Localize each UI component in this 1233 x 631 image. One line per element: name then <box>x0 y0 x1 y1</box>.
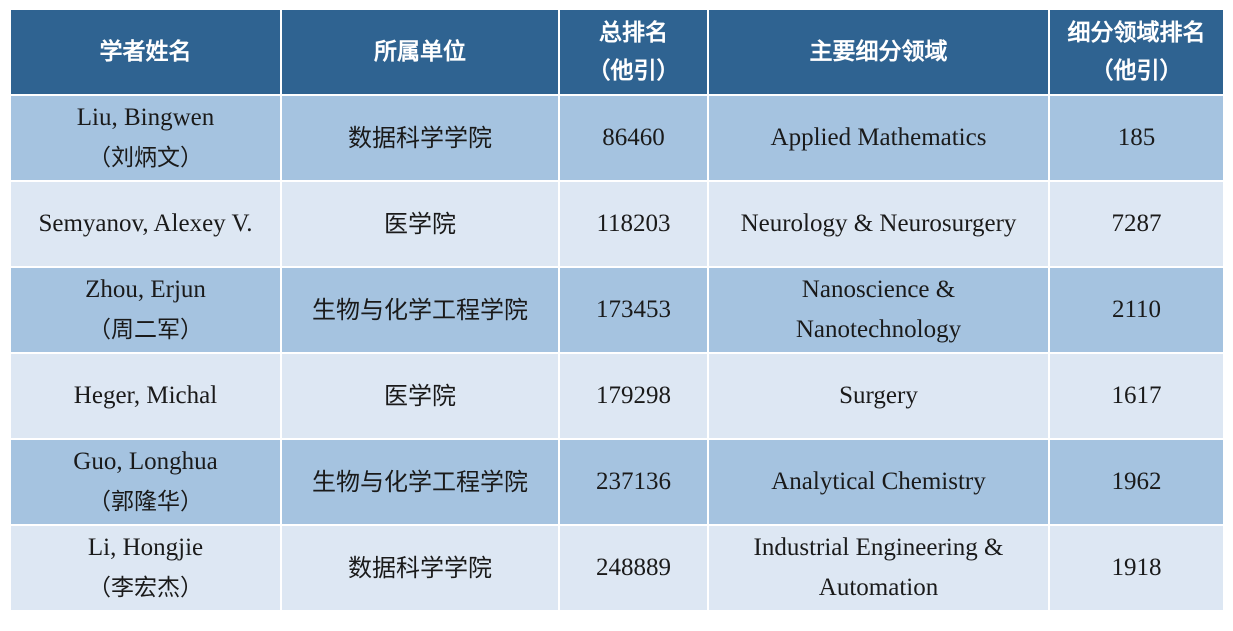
scholar-name-cn: （李宏杰） <box>88 575 203 601</box>
scholar-name: Liu, Bingwen <box>76 104 215 131</box>
scholar-name: Guo, Longhua <box>73 448 218 475</box>
affiliation-cell: 数据科学学院 <box>280 94 560 182</box>
header-affiliation: 所属单位 <box>280 8 560 96</box>
field-name: Analytical Chemistry <box>771 468 986 495</box>
scholar-name-cn: （郭隆华） <box>88 489 203 515</box>
field-cell: Neurology & Neurosurgery <box>707 180 1050 268</box>
affiliation-cell: 医学院 <box>280 180 560 268</box>
field-name: Industrial Engineering & <box>753 534 1004 561</box>
header-field: 主要细分领域 <box>707 8 1050 96</box>
field-cell: Industrial Engineering & Automation <box>707 524 1050 612</box>
field-rank-cell: 1617 <box>1048 352 1225 440</box>
header-scholar-name: 学者姓名 <box>9 8 282 96</box>
scholar-name: Semyanov, Alexey V. <box>38 210 253 237</box>
header-field-rank-line1: 细分领域排名 <box>1067 20 1206 46</box>
overall-rank-cell: 118203 <box>558 180 709 268</box>
field-cell: Surgery <box>707 352 1050 440</box>
field-rank-cell: 1962 <box>1048 438 1225 526</box>
field-rank-cell: 1918 <box>1048 524 1225 612</box>
field-cell: Nanoscience & Nanotechnology <box>707 266 1050 354</box>
field-rank-cell: 2110 <box>1048 266 1225 354</box>
scholar-name: Li, Hongjie <box>87 534 204 561</box>
field-name: Applied Mathematics <box>770 124 987 151</box>
table-row: Li, Hongjie （李宏杰） 数据科学学院 248889 Industria… <box>9 524 1225 612</box>
header-field-rank-line2: （他引） <box>1090 58 1183 84</box>
field-name-line2: Automation <box>818 574 939 601</box>
overall-rank-cell: 86460 <box>558 94 709 182</box>
scholar-name-cell: Liu, Bingwen （刘炳文） <box>9 94 282 182</box>
table-row: Liu, Bingwen （刘炳文） 数据科学学院 86460 Applied M… <box>9 94 1225 182</box>
table-row: Heger, Michal 医学院 179298 Surgery 1617 <box>9 352 1225 440</box>
scholar-name: Heger, Michal <box>73 382 218 409</box>
scholar-name-cn: （周二军） <box>88 317 203 343</box>
header-field-rank: 细分领域排名 （他引） <box>1048 8 1225 96</box>
header-overall-rank-line2: （他引） <box>587 58 680 84</box>
header-overall-rank: 总排名 （他引） <box>558 8 709 96</box>
field-cell: Analytical Chemistry <box>707 438 1050 526</box>
overall-rank-cell: 179298 <box>558 352 709 440</box>
scholar-name: Zhou, Erjun <box>85 276 206 303</box>
scholar-name-cell: Li, Hongjie （李宏杰） <box>9 524 282 612</box>
table-row: Zhou, Erjun （周二军） 生物与化学工程学院 173453 Nanosc… <box>9 266 1225 354</box>
scholar-name-cn: （刘炳文） <box>88 145 203 171</box>
field-cell: Applied Mathematics <box>707 94 1050 182</box>
field-name-line2: Nanotechnology <box>795 316 962 343</box>
affiliation-cell: 医学院 <box>280 352 560 440</box>
scholar-ranking-table: 学者姓名 所属单位 总排名 （他引） 主要细分领域 细分领域排名 （他引） Liu,… <box>9 8 1225 612</box>
table-row: Semyanov, Alexey V. 医学院 118203 Neurology… <box>9 180 1225 268</box>
overall-rank-cell: 237136 <box>558 438 709 526</box>
scholar-name-cell: Semyanov, Alexey V. <box>9 180 282 268</box>
affiliation-cell: 生物与化学工程学院 <box>280 266 560 354</box>
field-rank-cell: 185 <box>1048 94 1225 182</box>
overall-rank-cell: 173453 <box>558 266 709 354</box>
table-row: Guo, Longhua （郭隆华） 生物与化学工程学院 237136 Analy… <box>9 438 1225 526</box>
field-name: Surgery <box>839 382 918 409</box>
overall-rank-cell: 248889 <box>558 524 709 612</box>
affiliation-cell: 生物与化学工程学院 <box>280 438 560 526</box>
field-rank-cell: 7287 <box>1048 180 1225 268</box>
field-name: Nanoscience & <box>801 276 956 303</box>
affiliation-cell: 数据科学学院 <box>280 524 560 612</box>
header-row: 学者姓名 所属单位 总排名 （他引） 主要细分领域 细分领域排名 （他引） <box>9 8 1225 96</box>
header-overall-rank-line1: 总排名 <box>599 20 668 46</box>
scholar-name-cell: Heger, Michal <box>9 352 282 440</box>
field-name: Neurology & Neurosurgery <box>740 210 1017 237</box>
scholar-name-cell: Guo, Longhua （郭隆华） <box>9 438 282 526</box>
scholar-name-cell: Zhou, Erjun （周二军） <box>9 266 282 354</box>
